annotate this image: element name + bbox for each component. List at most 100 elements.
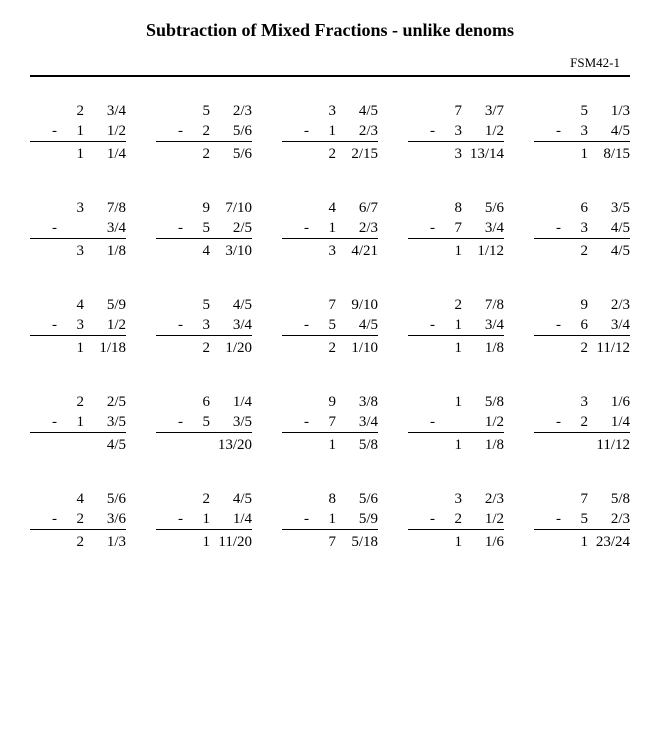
problem: 85/6-73/411/12 bbox=[408, 198, 504, 261]
operator-spacer bbox=[430, 241, 442, 261]
problem: 34/5-12/322/15 bbox=[282, 101, 378, 164]
minuend-fraction: 5/6 bbox=[86, 489, 126, 509]
minuend-whole: 4 bbox=[316, 198, 338, 218]
subtrahend-whole: 7 bbox=[442, 218, 464, 238]
minuend-fraction: 6/7 bbox=[338, 198, 378, 218]
minuend-fraction: 5/6 bbox=[338, 489, 378, 509]
minuend-whole: 3 bbox=[64, 198, 86, 218]
subtrahend-fraction: 1/2 bbox=[86, 121, 126, 141]
minuend-row: 85/6 bbox=[408, 198, 504, 218]
problem: 37/8-3/431/8 bbox=[30, 198, 126, 261]
operator: - bbox=[556, 412, 568, 432]
answer-row: 123/24 bbox=[534, 529, 630, 552]
operator-spacer bbox=[178, 295, 190, 315]
minuend-whole: 5 bbox=[190, 101, 212, 121]
operator-spacer bbox=[52, 144, 64, 164]
subtrahend-whole: 2 bbox=[64, 509, 86, 529]
minuend-whole: 2 bbox=[64, 392, 86, 412]
minuend-fraction: 5/9 bbox=[86, 295, 126, 315]
minuend-row: 54/5 bbox=[156, 295, 252, 315]
problem: 22/5-13/54/5 bbox=[30, 392, 126, 455]
minuend-fraction: 7/8 bbox=[86, 198, 126, 218]
operator-spacer bbox=[52, 392, 64, 412]
minuend-whole: 6 bbox=[190, 392, 212, 412]
subtrahend-fraction: 3/4 bbox=[464, 315, 504, 335]
minuend-whole: 7 bbox=[568, 489, 590, 509]
answer-whole: 1 bbox=[64, 338, 86, 358]
problem: 75/8-52/3123/24 bbox=[534, 489, 630, 552]
minuend-row: 45/9 bbox=[30, 295, 126, 315]
subtrahend-row: -34/5 bbox=[534, 121, 630, 141]
answer-whole: 4 bbox=[190, 241, 212, 261]
answer-whole: 3 bbox=[316, 241, 338, 261]
minuend-fraction: 5/8 bbox=[464, 392, 504, 412]
answer-row: 21/3 bbox=[30, 529, 126, 552]
operator-spacer bbox=[556, 241, 568, 261]
minuend-whole: 4 bbox=[64, 295, 86, 315]
minuend-row: 93/8 bbox=[282, 392, 378, 412]
operator-spacer bbox=[52, 101, 64, 121]
subtrahend-row: -23/6 bbox=[30, 509, 126, 529]
operator-spacer bbox=[430, 101, 442, 121]
operator-spacer bbox=[304, 435, 316, 455]
minuend-fraction: 2/3 bbox=[212, 101, 252, 121]
minuend-row: 34/5 bbox=[282, 101, 378, 121]
answer-fraction: 11/20 bbox=[212, 532, 252, 552]
operator-spacer bbox=[430, 198, 442, 218]
problem: 45/9-31/211/18 bbox=[30, 295, 126, 358]
minuend-whole: 9 bbox=[316, 392, 338, 412]
minuend-whole: 2 bbox=[64, 101, 86, 121]
subtrahend-fraction: 1/4 bbox=[590, 412, 630, 432]
answer-row: 313/14 bbox=[408, 141, 504, 164]
subtrahend-row: -11/2 bbox=[30, 121, 126, 141]
operator-spacer bbox=[430, 144, 442, 164]
operator-spacer bbox=[430, 532, 442, 552]
problem: 97/10-52/543/10 bbox=[156, 198, 252, 261]
minuend-row: 27/8 bbox=[408, 295, 504, 315]
answer-fraction: 4/5 bbox=[590, 241, 630, 261]
subtrahend-whole: 3 bbox=[568, 121, 590, 141]
answer-whole: 1 bbox=[568, 532, 590, 552]
operator-spacer bbox=[52, 435, 64, 455]
operator-spacer bbox=[304, 101, 316, 121]
minuend-row: 52/3 bbox=[156, 101, 252, 121]
answer-fraction: 1/4 bbox=[86, 144, 126, 164]
minuend-fraction: 4/5 bbox=[212, 295, 252, 315]
operator-spacer bbox=[178, 489, 190, 509]
minuend-fraction: 2/3 bbox=[464, 489, 504, 509]
operator-spacer bbox=[178, 392, 190, 412]
answer-whole: 2 bbox=[64, 532, 86, 552]
minuend-row: 24/5 bbox=[156, 489, 252, 509]
minuend-row: 51/3 bbox=[534, 101, 630, 121]
minuend-row: 46/7 bbox=[282, 198, 378, 218]
subtrahend-fraction: 3/4 bbox=[338, 412, 378, 432]
answer-row: 24/5 bbox=[534, 238, 630, 261]
subtrahend-row: -12/3 bbox=[282, 121, 378, 141]
operator-spacer bbox=[430, 392, 442, 412]
operator-spacer bbox=[430, 338, 442, 358]
answer-whole: 1 bbox=[442, 338, 464, 358]
subtrahend-whole: 1 bbox=[316, 509, 338, 529]
subtrahend-fraction: 3/4 bbox=[212, 315, 252, 335]
subtrahend-fraction: 1/2 bbox=[464, 412, 504, 432]
operator: - bbox=[430, 315, 442, 335]
answer-whole: 2 bbox=[316, 144, 338, 164]
answer-whole: 2 bbox=[568, 338, 590, 358]
minuend-whole: 2 bbox=[190, 489, 212, 509]
minuend-row: 37/8 bbox=[30, 198, 126, 218]
answer-whole: 1 bbox=[568, 144, 590, 164]
answer-row: 11/12 bbox=[534, 432, 630, 455]
answer-row: 4/5 bbox=[30, 432, 126, 455]
subtrahend-whole bbox=[442, 412, 464, 432]
answer-row: 31/8 bbox=[30, 238, 126, 261]
minuend-whole: 4 bbox=[64, 489, 86, 509]
operator: - bbox=[304, 218, 316, 238]
problem: 79/10-54/521/10 bbox=[282, 295, 378, 358]
answer-row: 21/20 bbox=[156, 335, 252, 358]
answer-fraction: 1/8 bbox=[464, 435, 504, 455]
subtrahend-row: -52/3 bbox=[534, 509, 630, 529]
subtrahend-row: -12/3 bbox=[282, 218, 378, 238]
answer-whole: 1 bbox=[64, 144, 86, 164]
answer-row: 11/4 bbox=[30, 141, 126, 164]
problem: 46/7-12/334/21 bbox=[282, 198, 378, 261]
